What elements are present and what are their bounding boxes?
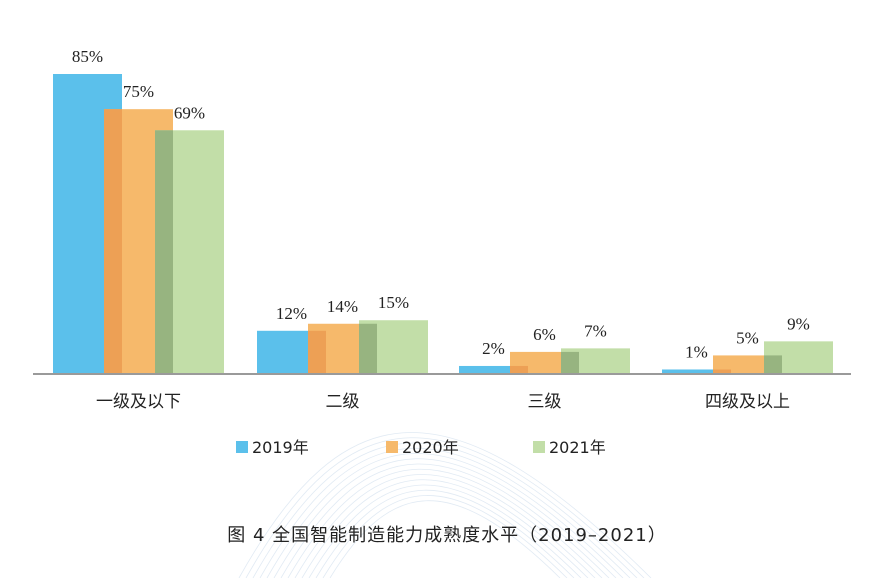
bar-group: 2% 6% 7%: [459, 321, 630, 373]
x-tick-label: 二级: [326, 392, 360, 412]
data-label: 12%: [276, 304, 307, 323]
figure-caption: 图 4 全国智能制造能力成熟度水平（2019–2021）: [227, 525, 667, 546]
data-label: 9%: [787, 314, 810, 333]
legend-item: 2019年: [236, 438, 309, 457]
legend-swatch: [236, 441, 248, 453]
data-label: 85%: [72, 47, 103, 66]
data-label: 2%: [482, 339, 505, 358]
x-tick-label: 三级: [528, 392, 562, 412]
legend-item: 2020年: [386, 438, 459, 457]
data-label: 15%: [378, 293, 409, 312]
bar: [459, 365, 528, 373]
bar-overlap-shade: [359, 323, 377, 373]
decor-wave-line: [294, 474, 596, 578]
data-label: 7%: [584, 321, 607, 340]
x-tick-label: 一级及以下: [96, 392, 181, 412]
legend-label: 2019年: [252, 438, 309, 457]
decor-wave-line: [287, 468, 603, 578]
decor-wave-line: [280, 463, 610, 578]
bar-overlap-shade: [764, 355, 782, 373]
decor-wave-line: [322, 495, 568, 578]
decor-wave-line: [315, 489, 575, 578]
legend-label: 2020年: [402, 438, 459, 457]
data-label: 14%: [327, 297, 358, 316]
decor-wave-line: [238, 432, 652, 578]
bar-overlap-shade: [510, 365, 528, 373]
decor-wave-line: [266, 453, 624, 578]
decor-wave-line: [245, 437, 645, 578]
data-label: 69%: [174, 103, 205, 122]
bar-group: 1% 5% 9%: [662, 314, 833, 373]
decor-wave-line: [308, 484, 582, 578]
plot-area: 85% 75% 69% 12% 14% 15% 2% 6% 7% 1% 5% 9%: [53, 47, 833, 374]
bar: [662, 369, 731, 373]
data-label: 6%: [533, 325, 556, 344]
bar-overlap-shade: [713, 369, 731, 373]
decor-wave-line: [259, 447, 631, 578]
x-axis-category-labels: 一级及以下 二级 三级 四级及以上: [96, 392, 790, 412]
bar-overlap-shade: [561, 351, 579, 373]
legend-label: 2021年: [549, 438, 606, 457]
legend: 2019年 2020年 2021年: [236, 438, 606, 457]
bar-overlap-shade: [155, 130, 173, 373]
bar-overlap-shade: [308, 330, 326, 373]
bar-group: 85% 75% 69%: [53, 47, 224, 374]
background-wave-decoration: [238, 432, 652, 578]
data-label: 5%: [736, 328, 759, 347]
legend-swatch: [386, 441, 398, 453]
x-tick-label: 四级及以上: [705, 392, 790, 412]
data-label: 75%: [123, 82, 154, 101]
bar-overlap-shade: [104, 109, 122, 374]
legend-item: 2021年: [533, 438, 606, 457]
legend-swatch: [533, 441, 545, 453]
decor-wave-line: [252, 442, 638, 578]
decor-wave-line: [329, 500, 561, 578]
decor-wave-line: [301, 479, 589, 578]
decor-wave-line: [273, 458, 617, 578]
data-label: 1%: [685, 342, 708, 361]
bar-group: 12% 14% 15%: [257, 293, 428, 373]
